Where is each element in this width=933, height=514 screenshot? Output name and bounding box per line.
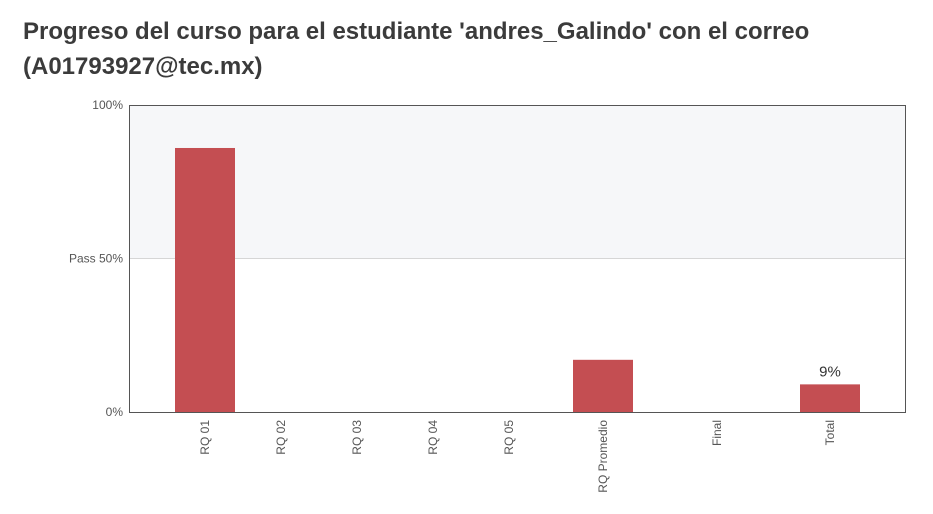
bar-total [800,384,860,412]
x-tick-label: RQ 03 [350,420,364,455]
x-tick-label: RQ 01 [198,420,212,455]
data-label: 9% [819,363,841,380]
x-tick-label: Final [710,420,724,446]
chart-title: Progreso del curso para el estudiante 'a… [23,18,810,80]
bar-rq-promedio [573,359,633,412]
y-tick-label: Pass 50% [69,252,123,266]
x-tick-label: RQ 05 [502,420,516,455]
x-tick-label: RQ 02 [274,420,288,455]
x-tick-label: RQ Promedio [596,420,610,493]
x-tick-label: RQ 04 [426,420,440,455]
plot-frame [129,105,906,413]
pass-region [129,105,906,259]
x-tick-label: Total [823,420,837,445]
bar-rq-01 [175,147,235,413]
y-tick-label: 100% [92,98,123,112]
y-tick-label: 0% [106,405,124,419]
